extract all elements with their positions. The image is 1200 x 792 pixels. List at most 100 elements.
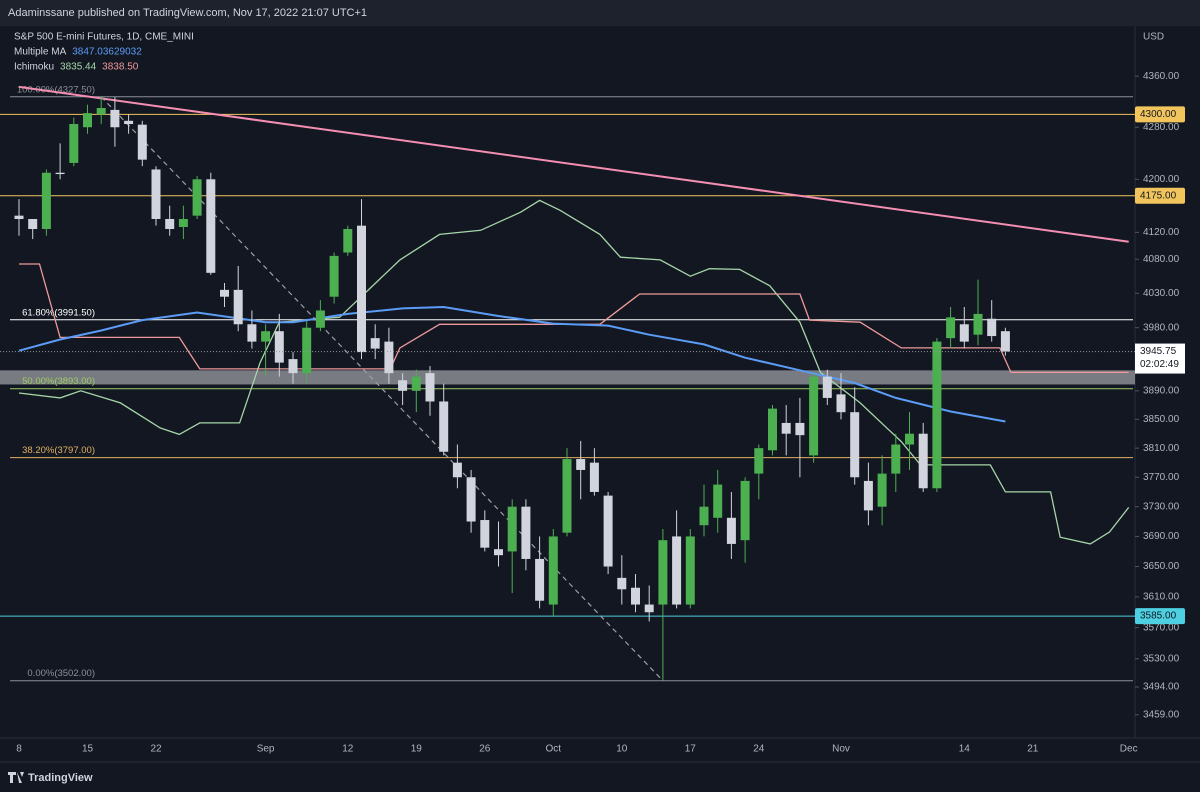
y-tick-label: 4200.00 — [1143, 174, 1180, 185]
candle-body — [274, 331, 284, 363]
countdown-label: 02:02:49 — [1140, 359, 1179, 370]
y-tick-label: 3530.00 — [1143, 653, 1180, 664]
candle-body — [137, 124, 147, 160]
x-tick-label: 19 — [411, 744, 423, 755]
overlay-line — [18, 199, 1130, 545]
fib-label: 0.00%(3502.00) — [27, 668, 95, 679]
candle-body — [165, 218, 175, 230]
fib-label: 50.00%(3893.00) — [22, 376, 95, 387]
y-tick-label: 3980.00 — [1143, 322, 1180, 333]
candle-body — [603, 495, 613, 567]
y-tick-label: 3770.00 — [1143, 472, 1180, 483]
legend-label: Multiple MA — [14, 47, 67, 58]
candle-body — [726, 517, 736, 544]
last-price-tag — [1135, 343, 1185, 374]
candle-body — [192, 179, 202, 216]
candle-body — [809, 376, 819, 456]
level-label: 3585.00 — [1140, 611, 1177, 622]
x-tick-label: 24 — [753, 744, 765, 755]
candle-body — [178, 218, 188, 228]
level-tag — [1135, 187, 1185, 204]
candle-body — [754, 448, 764, 474]
candle-body — [288, 359, 298, 374]
candle-body — [151, 169, 161, 219]
overlay-line — [18, 85, 1129, 243]
x-tick-label: 26 — [479, 744, 491, 755]
candle-body — [822, 376, 832, 398]
x-tick-label: 17 — [685, 744, 697, 755]
candle-body — [466, 477, 476, 522]
x-tick-label: Nov — [832, 744, 850, 755]
candle-body — [398, 380, 408, 391]
candle-body — [576, 459, 586, 470]
candle-body — [617, 577, 627, 590]
legend-value: 3838.50 — [102, 62, 139, 73]
candle-body — [370, 338, 380, 349]
y-tick-label: 4360.00 — [1143, 71, 1180, 82]
candle-body — [713, 484, 723, 518]
candle-body — [891, 444, 901, 474]
y-tick-label: 4120.00 — [1143, 227, 1180, 238]
candle-body — [233, 289, 243, 325]
candle-body — [494, 549, 503, 556]
fib-label: 61.80%(3991.50) — [22, 307, 95, 318]
candle-body — [631, 587, 640, 605]
x-tick-label: 22 — [150, 744, 162, 755]
overlay-line — [18, 305, 1006, 423]
legend-label: Ichimoku — [14, 62, 54, 73]
x-tick-label: 21 — [1027, 744, 1039, 755]
candle-body — [644, 604, 654, 613]
candle-body — [411, 376, 421, 391]
candle-body — [480, 520, 490, 548]
candle-body — [781, 422, 791, 434]
zone — [0, 370, 1135, 385]
level-label: 4300.00 — [1140, 109, 1177, 120]
candle-body — [685, 536, 695, 605]
y-tick-label: 3610.00 — [1143, 592, 1180, 603]
x-tick-label: Oct — [546, 744, 562, 755]
candle-body — [918, 433, 928, 489]
candle-body — [905, 433, 914, 445]
y-unit: USD — [1143, 32, 1164, 43]
candle-body — [315, 310, 325, 328]
candle-body — [357, 225, 366, 353]
candle-body — [562, 459, 572, 533]
x-tick-label: 14 — [959, 744, 971, 755]
candle-body — [83, 113, 92, 128]
candle-body — [124, 120, 134, 125]
y-tick-label: 3690.00 — [1143, 531, 1180, 542]
y-tick-label: 3730.00 — [1143, 501, 1180, 512]
candle-body — [535, 558, 545, 601]
y-tick-label: 4080.00 — [1143, 254, 1180, 265]
y-tick-label: 3810.00 — [1143, 443, 1180, 454]
candle-body — [699, 506, 709, 526]
level-tag — [1135, 608, 1185, 625]
y-tick-label: 4280.00 — [1143, 122, 1180, 133]
y-tick-label: 3650.00 — [1143, 561, 1180, 572]
x-tick-label: 12 — [342, 744, 354, 755]
y-tick-label: 3459.00 — [1143, 709, 1180, 720]
x-tick-label: 15 — [82, 744, 94, 755]
candle-body — [28, 218, 38, 230]
x-tick-label: 8 — [16, 744, 22, 755]
footer-brand: TradingView — [28, 772, 93, 784]
y-tick-label: 3850.00 — [1143, 414, 1180, 425]
fib-label: 100.00%(4327.50) — [17, 84, 95, 95]
candle-body — [507, 506, 517, 552]
last-price-label: 3945.75 — [1140, 346, 1177, 357]
y-tick-label: 3570.00 — [1143, 622, 1180, 633]
candle-body — [343, 229, 353, 253]
candle-body — [932, 341, 942, 489]
candle-body — [41, 172, 51, 230]
candle-body — [206, 179, 216, 273]
legend-value: 3835.44 — [60, 62, 97, 73]
candle-body — [740, 480, 750, 541]
fib-label: 38.20%(3797.00) — [22, 445, 95, 456]
y-tick-label: 4030.00 — [1143, 288, 1180, 299]
candle-body — [14, 215, 24, 219]
candle-body — [946, 317, 956, 339]
candle-body — [96, 107, 106, 115]
